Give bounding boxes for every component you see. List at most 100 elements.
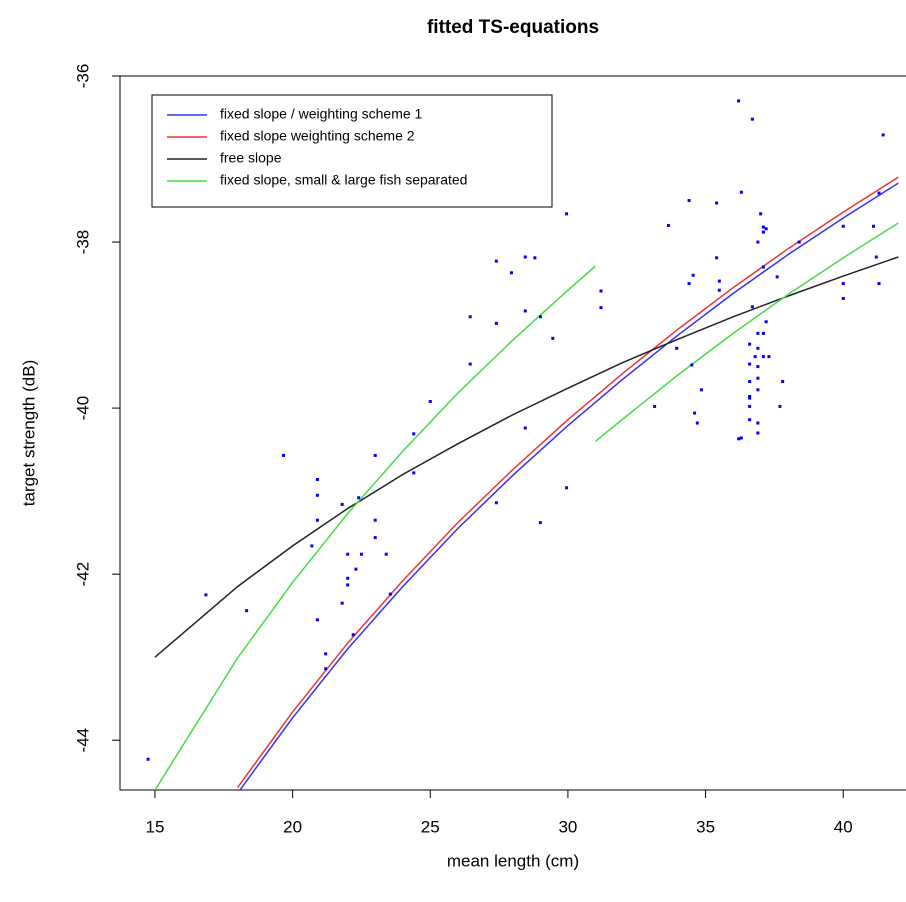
- data-point: [756, 388, 760, 392]
- x-tick-label: 40: [834, 817, 853, 836]
- data-point: [324, 652, 328, 656]
- data-point: [687, 199, 691, 203]
- data-point: [715, 256, 719, 260]
- data-point: [739, 190, 743, 194]
- fit-line: [154, 256, 899, 658]
- data-point: [146, 757, 150, 761]
- data-point: [748, 362, 752, 366]
- data-point: [748, 404, 752, 408]
- data-point: [373, 518, 377, 522]
- data-point: [428, 399, 432, 403]
- data-point: [761, 331, 765, 335]
- data-point: [653, 404, 657, 408]
- legend-box: [151, 94, 553, 208]
- data-point: [666, 223, 670, 227]
- data-point: [468, 362, 472, 366]
- data-point: [877, 191, 881, 195]
- data-point: [340, 502, 344, 506]
- data-point: [872, 224, 876, 228]
- data-point: [384, 552, 388, 556]
- data-point: [737, 99, 741, 103]
- data-point: [750, 305, 754, 309]
- data-point: [565, 212, 569, 216]
- y-tick-label: -42: [73, 562, 92, 587]
- data-point: [739, 436, 743, 440]
- data-point: [874, 255, 878, 259]
- data-point: [717, 279, 721, 283]
- data-point: [373, 453, 377, 457]
- data-point: [748, 394, 752, 398]
- data-point: [756, 331, 760, 335]
- legend-label: fixed slope / weighting scheme 1: [220, 106, 423, 122]
- plot-area: [146, 99, 899, 790]
- y-axis-label: target strength (dB): [19, 360, 38, 506]
- data-point: [756, 421, 760, 425]
- data-point: [691, 273, 695, 277]
- data-point: [523, 255, 527, 259]
- data-point: [750, 117, 754, 121]
- data-point: [315, 477, 319, 481]
- data-point: [764, 320, 768, 324]
- data-point: [781, 380, 785, 384]
- data-point: [468, 315, 472, 319]
- data-point: [748, 342, 752, 346]
- data-point: [412, 432, 416, 436]
- data-point: [761, 355, 765, 359]
- data-point: [756, 376, 760, 380]
- data-point: [756, 431, 760, 435]
- y-tick-label: -36: [73, 64, 92, 89]
- data-point: [494, 321, 498, 325]
- chart-title: fitted TS-equations: [427, 17, 599, 38]
- data-point: [797, 240, 801, 244]
- x-tick-label: 15: [146, 817, 165, 836]
- data-point: [346, 583, 350, 587]
- data-point: [841, 297, 845, 301]
- data-point: [494, 259, 498, 263]
- data-point: [538, 315, 542, 319]
- fit-line: [236, 176, 899, 788]
- data-point: [748, 380, 752, 384]
- data-point: [841, 224, 845, 228]
- data-point: [756, 365, 760, 369]
- data-point: [315, 618, 319, 622]
- data-point: [675, 346, 679, 350]
- data-point: [881, 133, 885, 137]
- data-point: [346, 576, 350, 580]
- data-point: [324, 667, 328, 671]
- data-point: [761, 230, 765, 234]
- data-point: [354, 567, 358, 571]
- data-point: [687, 282, 691, 286]
- data-point: [357, 496, 361, 500]
- data-point: [756, 240, 760, 244]
- x-tick-label: 25: [421, 817, 440, 836]
- data-point: [841, 282, 845, 286]
- fit-line: [154, 265, 596, 790]
- data-point: [717, 288, 721, 292]
- legend-label: fixed slope, small & large fish separate…: [220, 172, 467, 188]
- data-point: [695, 421, 699, 425]
- y-tick-label: -44: [73, 728, 92, 753]
- data-point: [388, 592, 392, 596]
- data-point: [523, 309, 527, 313]
- data-point: [412, 471, 416, 475]
- fit-line: [594, 222, 899, 442]
- data-point: [551, 336, 555, 340]
- data-point: [509, 271, 513, 275]
- data-point: [748, 418, 752, 422]
- data-point: [494, 501, 498, 505]
- data-point: [767, 355, 771, 359]
- data-point: [699, 388, 703, 392]
- data-point: [245, 609, 249, 613]
- data-point: [533, 256, 537, 260]
- data-point: [340, 601, 344, 605]
- data-point: [523, 426, 527, 430]
- legend-label: free slope: [220, 150, 282, 166]
- data-point: [599, 306, 603, 310]
- fit-line: [239, 182, 899, 790]
- data-point: [346, 552, 350, 556]
- data-point: [351, 633, 355, 637]
- legend-label: fixed slope weighting scheme 2: [220, 128, 415, 144]
- data-point: [775, 275, 779, 279]
- data-point: [778, 404, 782, 408]
